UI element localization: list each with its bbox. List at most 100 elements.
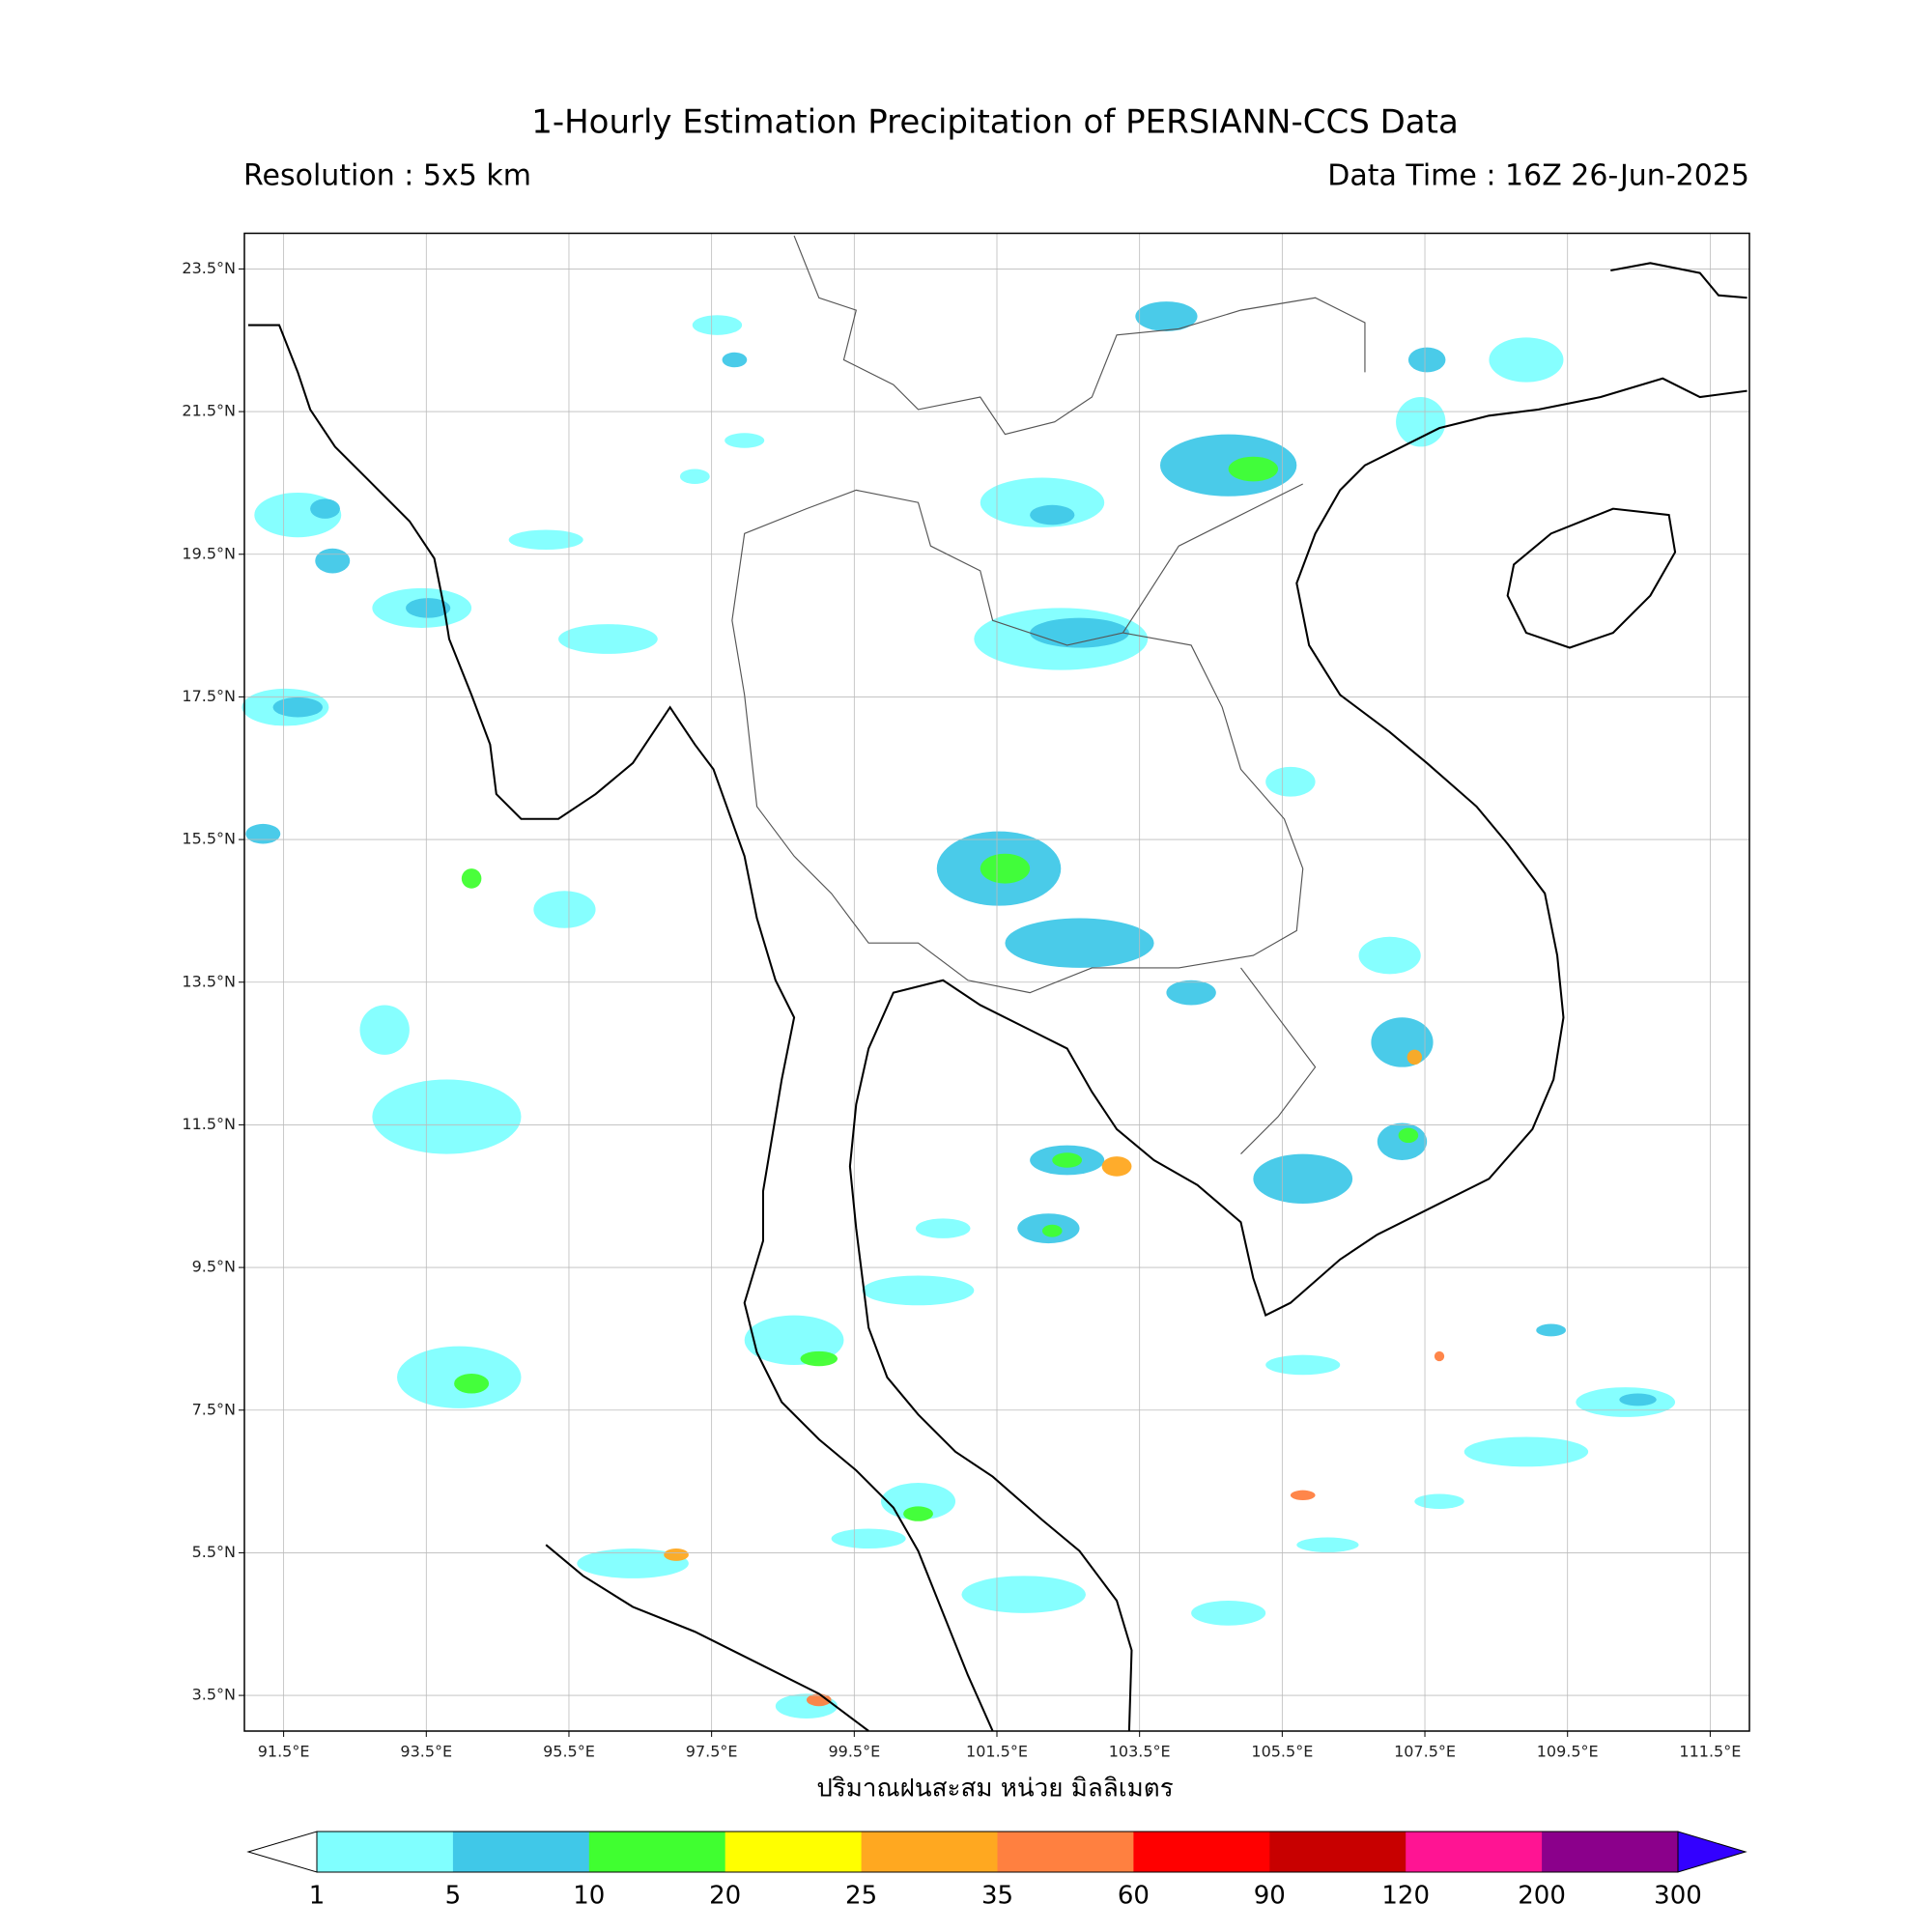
colorbar-segment [1269, 1832, 1406, 1872]
y-tick-label: 7.5°N [192, 1400, 236, 1418]
coastline [1506, 507, 1677, 649]
colorbar-over [1677, 1831, 1747, 1873]
rain-area [1407, 347, 1446, 373]
rain-area [558, 624, 658, 654]
rain-area [1406, 1049, 1423, 1065]
rain-area [831, 1528, 906, 1549]
rain-area [915, 1218, 971, 1238]
rain-area [1296, 1537, 1359, 1552]
rain-area [245, 823, 281, 844]
rain-area [1135, 301, 1198, 331]
x-tick-label: 109.5°E [1537, 1743, 1599, 1761]
x-tick-label: 95.5°E [543, 1743, 595, 1761]
rain-area [315, 548, 351, 574]
y-tick-label: 11.5°N [182, 1115, 236, 1133]
rain-area [961, 1576, 1086, 1613]
rain-area [1398, 1127, 1419, 1144]
y-tick-label: 19.5°N [182, 544, 236, 562]
rain-area [1463, 1436, 1589, 1467]
rain-area [722, 352, 748, 368]
colorbar-label: 60 [1118, 1882, 1150, 1911]
colorbar-label: 20 [709, 1882, 741, 1911]
rain-area [1489, 337, 1564, 383]
coastline [247, 324, 994, 1732]
colorbar-segment [452, 1832, 590, 1872]
rain-area [1101, 1156, 1132, 1177]
x-tick-label: 107.5°E [1394, 1743, 1456, 1761]
x-tick-label: 97.5°E [686, 1743, 738, 1761]
rain-area [1377, 1122, 1428, 1161]
colorbar-label: 90 [1254, 1882, 1286, 1911]
colorbar-segment [588, 1832, 726, 1872]
colorbar-segment [724, 1832, 863, 1872]
y-tick-label: 3.5°N [192, 1686, 236, 1704]
rain-area [1619, 1393, 1657, 1406]
rain-area [1166, 980, 1216, 1006]
rain-area [1358, 936, 1421, 975]
rain-area [1536, 1323, 1567, 1337]
rain-area [903, 1506, 933, 1521]
x-tick-label: 99.5°E [828, 1743, 880, 1761]
colorbar-label: 120 [1381, 1882, 1430, 1911]
rain-area [1005, 918, 1154, 968]
rain-area [980, 853, 1031, 884]
colorbar-outline [316, 1831, 1679, 1873]
rain-area [724, 433, 765, 448]
rain-area [1290, 1490, 1316, 1500]
rain-area [454, 1373, 490, 1394]
rain-area [664, 1548, 689, 1561]
rain-area [1434, 1350, 1445, 1362]
rain-area [1265, 766, 1316, 797]
rain-area [1265, 1354, 1341, 1376]
colorbar-label: 5 [445, 1882, 462, 1911]
rain-area [272, 696, 323, 718]
rain-area [1396, 397, 1446, 447]
coastlines [247, 235, 1747, 1732]
colorbar-label: 200 [1518, 1882, 1566, 1911]
rain-area [533, 891, 596, 928]
colorbar-label: 300 [1654, 1882, 1702, 1911]
rain-area [1041, 1224, 1063, 1237]
y-tick-label: 15.5°N [182, 830, 236, 848]
colorbar-label: 1 [309, 1882, 326, 1911]
rain-area [1253, 1153, 1353, 1204]
rain-area [1371, 1017, 1434, 1067]
rain-area [1191, 1601, 1266, 1626]
colorbar-segment [997, 1832, 1134, 1872]
border [731, 489, 1304, 994]
colorbar-label: 10 [573, 1882, 605, 1911]
x-tick-label: 101.5°E [966, 1743, 1028, 1761]
colorbar-label: 35 [981, 1882, 1013, 1911]
colorbar-label: 25 [845, 1882, 877, 1911]
coastline [1610, 262, 1747, 299]
rain-area [310, 498, 340, 519]
colorbar-segment [1406, 1832, 1543, 1872]
rain-area [800, 1350, 838, 1367]
y-tick-label: 9.5°N [192, 1258, 236, 1276]
rain-area [1030, 504, 1075, 526]
rain-area [406, 598, 451, 618]
colorbar-segment [861, 1832, 998, 1872]
colorbar-segment [1542, 1832, 1679, 1872]
rain-area [1052, 1152, 1083, 1168]
rain-area [679, 469, 710, 484]
coastline [545, 1544, 869, 1732]
coastline [848, 377, 1747, 1731]
x-tick-label: 91.5°E [258, 1743, 310, 1761]
rain-area [692, 315, 743, 335]
y-tick-label: 17.5°N [182, 687, 236, 705]
border [793, 235, 1366, 436]
y-tick-label: 23.5°N [182, 259, 236, 277]
rain-area [880, 1482, 956, 1520]
colorbar: 1 5 10 20 25 35 60 90 120 200 300 [246, 1831, 1747, 1911]
rain-area [1030, 617, 1129, 648]
rain-area [508, 529, 583, 551]
data-time: Data Time : 16Z 26-Jun-2025 [1327, 159, 1749, 193]
rain-area [577, 1548, 689, 1578]
colorbar-under [246, 1831, 318, 1873]
x-axis-label: ปริมาณฝนสะสม หน่วย มิลลิเมตร [816, 1775, 1173, 1804]
grid [244, 233, 1749, 1731]
border [1122, 483, 1317, 1154]
x-tick-label: 103.5°E [1109, 1743, 1171, 1761]
